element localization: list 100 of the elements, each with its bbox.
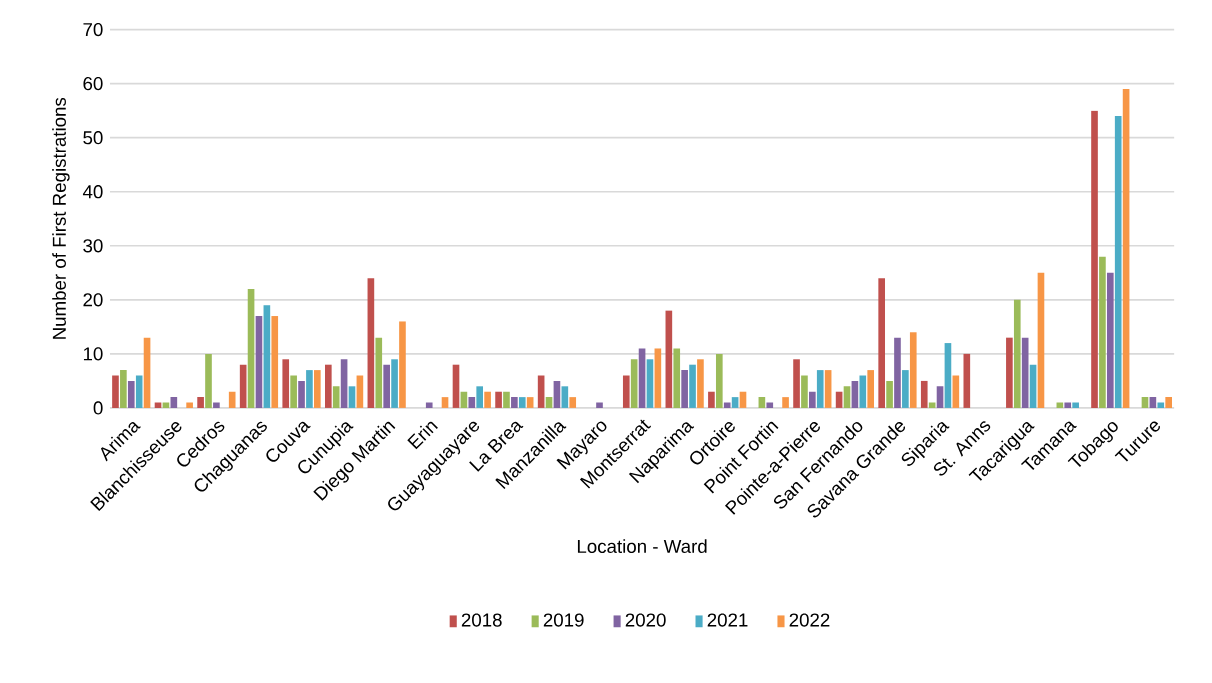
y-tick-label: 10	[83, 347, 103, 361]
bar	[646, 359, 654, 409]
bar	[1091, 110, 1098, 409]
bar	[537, 375, 545, 409]
bar	[630, 359, 638, 409]
bar	[452, 364, 460, 409]
bar	[1165, 397, 1172, 409]
y-tick-label: 70	[83, 23, 103, 37]
y-tick-label: 50	[83, 131, 103, 145]
y-tick-label: 40	[82, 185, 103, 199]
bar	[723, 402, 731, 409]
bar	[1072, 402, 1079, 409]
bar	[553, 380, 561, 409]
bar	[569, 397, 577, 409]
legend-label: 2019	[543, 613, 584, 627]
bar	[766, 402, 774, 409]
bar	[383, 364, 390, 409]
bar	[782, 397, 789, 409]
bar	[186, 402, 193, 409]
bar	[239, 364, 247, 409]
bar	[936, 386, 944, 409]
y-tick-label: 0	[93, 401, 103, 415]
bar	[561, 386, 569, 409]
bar	[143, 337, 151, 409]
bar	[263, 305, 271, 409]
bar	[665, 310, 673, 409]
bar	[952, 375, 960, 409]
bar	[894, 337, 901, 409]
bar	[205, 353, 212, 409]
bar	[859, 375, 867, 409]
bar	[596, 402, 603, 409]
bar	[1029, 364, 1037, 409]
legend-label: 2020	[625, 613, 666, 627]
bar	[1141, 397, 1149, 409]
bar	[816, 370, 824, 409]
bar	[112, 375, 119, 409]
bar	[526, 397, 534, 409]
bar	[476, 386, 484, 409]
y-tick-label: 30	[83, 239, 103, 253]
y-tick-label: 20	[83, 293, 103, 307]
bar	[886, 380, 893, 409]
y-axis-title: Number of First Registrations	[52, 97, 70, 339]
bar	[197, 397, 204, 409]
bar	[1114, 116, 1122, 409]
bar	[1013, 299, 1021, 409]
bar	[127, 380, 135, 409]
bar	[731, 397, 739, 409]
bar	[290, 375, 297, 409]
bar	[484, 391, 491, 409]
bar	[809, 391, 816, 409]
bar	[135, 375, 143, 409]
bar	[306, 370, 313, 409]
bar	[425, 402, 433, 409]
bar	[282, 359, 290, 409]
bar	[689, 364, 696, 409]
bar	[622, 375, 630, 409]
bar	[654, 348, 662, 409]
bar	[902, 370, 909, 409]
bar	[340, 359, 348, 409]
bar	[213, 402, 220, 409]
bar	[1106, 272, 1114, 409]
bar	[545, 397, 553, 409]
bar	[851, 380, 859, 409]
bar	[843, 386, 851, 409]
bar	[801, 375, 808, 409]
bar	[375, 337, 383, 409]
x-axis-title: Location - Ward	[577, 539, 707, 554]
bar	[920, 380, 928, 409]
bar	[758, 397, 766, 409]
bar	[909, 332, 917, 409]
bar	[1099, 256, 1106, 409]
bar	[1064, 402, 1072, 409]
bar	[441, 397, 449, 409]
bar	[348, 386, 356, 409]
bar	[170, 397, 178, 409]
bar	[271, 316, 279, 409]
bar	[793, 359, 800, 409]
bar	[638, 348, 646, 409]
bar	[247, 289, 255, 409]
bar	[1021, 337, 1029, 409]
legend-label: 2018	[461, 613, 502, 627]
bar	[963, 353, 971, 409]
bar	[468, 397, 476, 409]
bar	[1037, 272, 1045, 409]
bar	[332, 386, 340, 409]
bar	[673, 348, 681, 409]
bar	[1157, 402, 1165, 409]
bar	[681, 370, 688, 409]
bar	[1149, 397, 1157, 409]
bar	[120, 370, 127, 409]
legend-label: 2021	[707, 613, 748, 627]
bar	[511, 397, 518, 409]
bar	[708, 391, 715, 409]
bar	[715, 353, 723, 409]
bar	[356, 375, 364, 409]
bar	[324, 364, 332, 409]
bar	[313, 370, 321, 409]
bar	[867, 370, 875, 409]
bar	[697, 359, 704, 409]
bar	[503, 391, 510, 409]
